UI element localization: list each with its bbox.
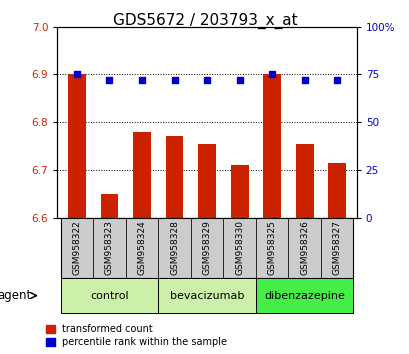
Point — [74, 72, 80, 77]
Bar — [288, 218, 320, 278]
Bar — [223, 218, 255, 278]
Text: GSM958323: GSM958323 — [105, 220, 114, 275]
Bar — [230, 165, 248, 218]
Text: GSM958327: GSM958327 — [332, 220, 341, 275]
Text: GSM958326: GSM958326 — [299, 220, 308, 275]
Bar — [100, 194, 118, 218]
Text: bevacizumab: bevacizumab — [169, 291, 244, 301]
Point — [106, 77, 112, 83]
Bar — [320, 218, 353, 278]
Text: control: control — [90, 291, 128, 301]
Bar — [198, 144, 216, 218]
Bar — [165, 137, 183, 218]
Bar — [61, 278, 158, 313]
Text: GSM958328: GSM958328 — [170, 220, 179, 275]
Text: agent: agent — [0, 289, 32, 302]
Bar — [328, 163, 345, 218]
Bar — [263, 74, 281, 218]
Bar — [158, 218, 190, 278]
Bar — [93, 218, 126, 278]
Legend: transformed count, percentile rank within the sample: transformed count, percentile rank withi… — [46, 325, 227, 347]
Text: dibenzazepine: dibenzazepine — [263, 291, 344, 301]
Bar — [133, 132, 151, 218]
Text: GSM958325: GSM958325 — [267, 220, 276, 275]
Point — [203, 77, 210, 83]
Bar — [190, 218, 223, 278]
Text: GSM958329: GSM958329 — [202, 220, 211, 275]
Bar — [126, 218, 158, 278]
Text: GSM958330: GSM958330 — [234, 220, 243, 275]
Point — [333, 77, 339, 83]
Point — [301, 77, 307, 83]
Point — [171, 77, 178, 83]
Point — [138, 77, 145, 83]
Text: GSM958324: GSM958324 — [137, 221, 146, 275]
Bar — [68, 74, 85, 218]
Text: GSM958322: GSM958322 — [72, 221, 81, 275]
Point — [268, 72, 275, 77]
Bar — [255, 218, 288, 278]
Bar — [61, 218, 93, 278]
Bar — [158, 278, 255, 313]
Bar — [255, 278, 353, 313]
Point — [236, 77, 242, 83]
Bar — [295, 144, 313, 218]
Text: GDS5672 / 203793_x_at: GDS5672 / 203793_x_at — [112, 12, 297, 29]
